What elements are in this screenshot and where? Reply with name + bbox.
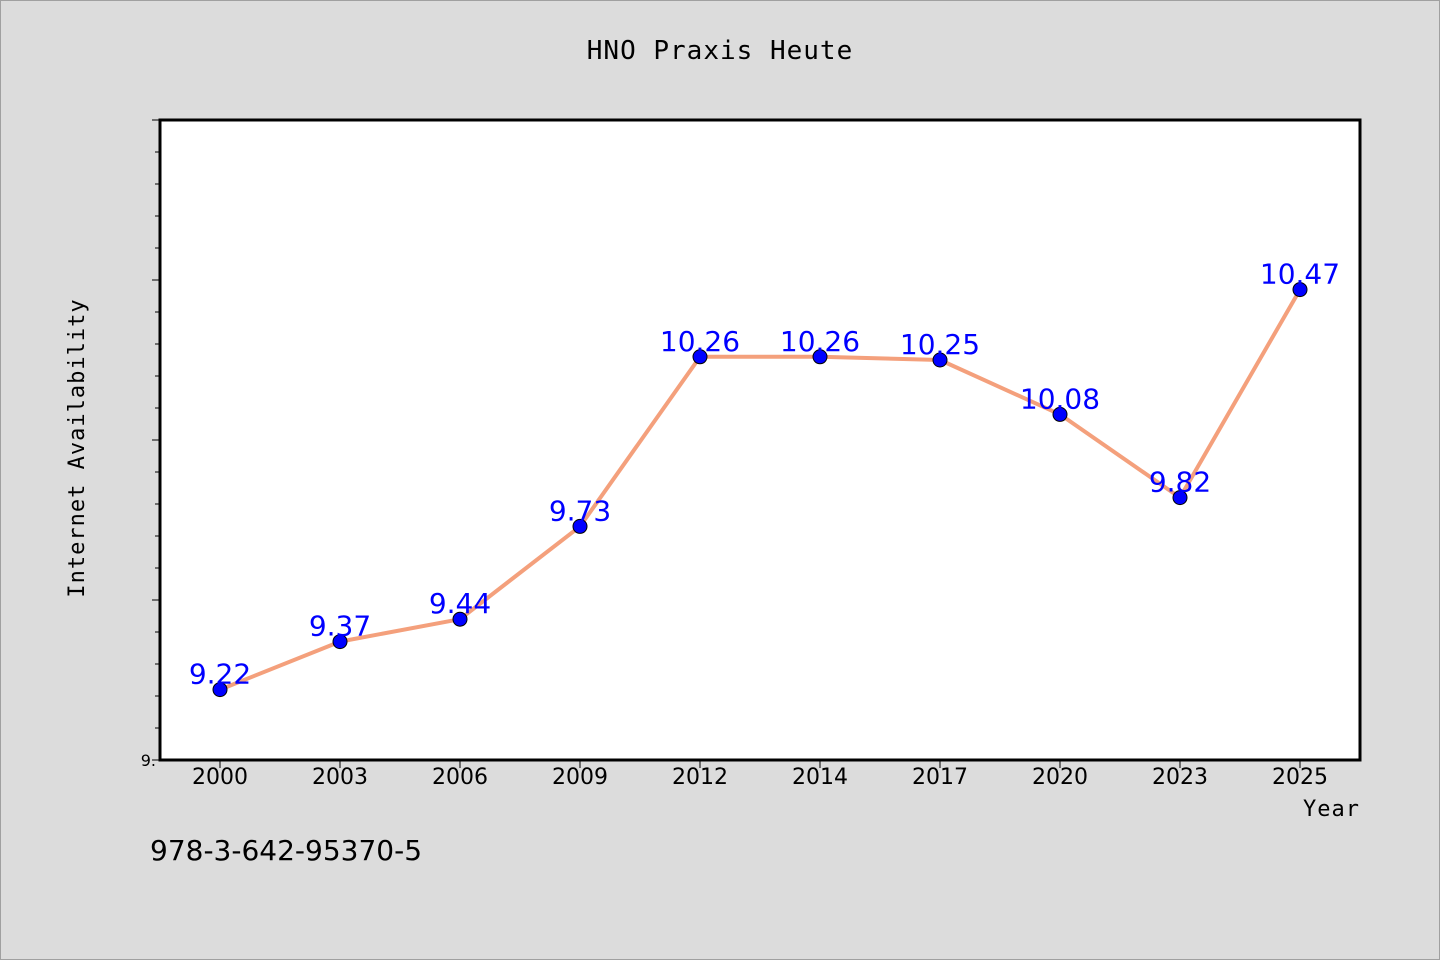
data-label: 9.22: [189, 658, 251, 691]
data-point: [572, 518, 588, 534]
data-point: [332, 634, 348, 650]
x-tick-label: 2025: [1272, 765, 1328, 790]
data-point: [1052, 406, 1068, 422]
x-tick-label: 2009: [552, 765, 608, 790]
data-point: [1292, 282, 1308, 298]
data-point: [692, 349, 708, 365]
y-tick-label: 9.: [141, 751, 156, 770]
x-tick-label: 2017: [912, 765, 968, 790]
footer-code: 978-3-642-95370-5: [150, 834, 423, 867]
x-tick-label: 2006: [432, 765, 488, 790]
data-label: 10.25: [900, 328, 980, 361]
y-axis-ticks: [152, 119, 160, 761]
data-label: 10.26: [660, 325, 740, 358]
data-point: [932, 352, 948, 368]
data-label: 9.37: [309, 610, 371, 643]
data-label: 10.08: [1020, 382, 1100, 415]
data-point: [212, 682, 228, 698]
plot-area: [158, 118, 1362, 762]
data-point: [812, 349, 828, 365]
data-point: [1172, 490, 1188, 506]
chart-title: HNO Praxis Heute: [586, 36, 854, 66]
x-axis-label: Year: [1303, 797, 1360, 822]
x-tick-label: 2014: [792, 765, 848, 790]
series-line: [219, 288, 1302, 692]
data-point: [452, 611, 468, 627]
data-label: 10.26: [780, 325, 860, 358]
x-tick-label: 2012: [672, 765, 728, 790]
x-tick-label: 2023: [1152, 765, 1208, 790]
x-tick-label: 2000: [192, 765, 248, 790]
data-label: 10.47: [1260, 258, 1340, 291]
series-group: [212, 282, 1308, 698]
data-label: 9.73: [549, 494, 611, 527]
data-label: 9.44: [429, 587, 491, 620]
data-labels-group: 9.22 9.37 9.44 9.73 10.26 10.26 10.25 10.08 9.82…: [189, 258, 1340, 691]
x-tick-label: 2003: [312, 765, 368, 790]
y-axis-label: Internet Availability: [65, 298, 90, 597]
x-axis-ticks: 2000 2003 2006 2009 2012 2014 2017 2020 2023 2025: [192, 760, 1328, 790]
x-tick-label: 2020: [1032, 765, 1088, 790]
data-label: 9.82: [1149, 466, 1211, 499]
